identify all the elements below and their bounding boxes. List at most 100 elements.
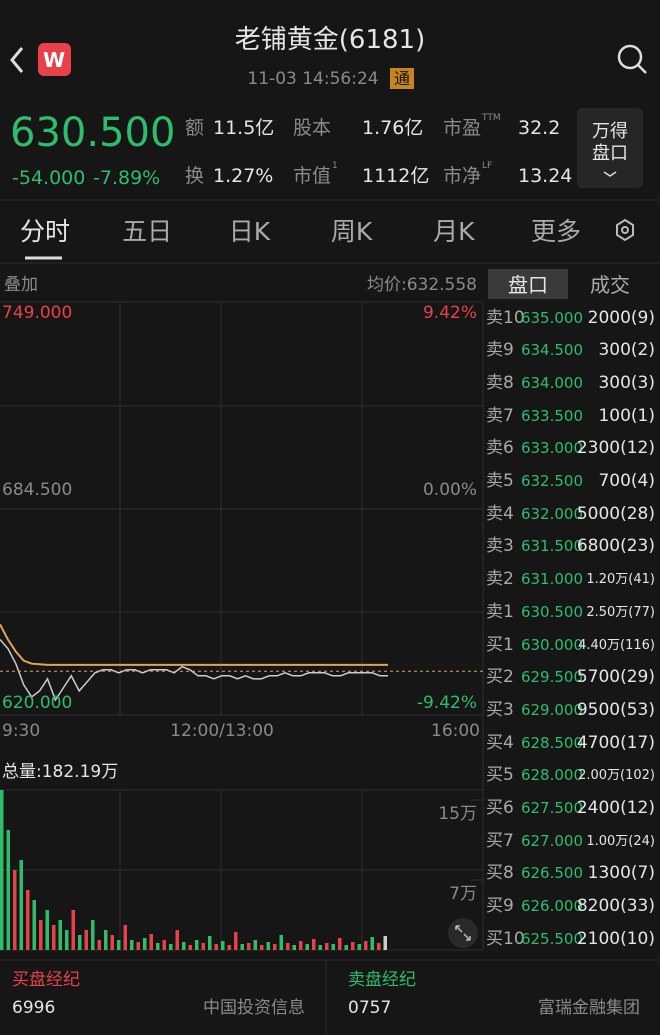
ob-volume: 1.00万(24) — [586, 833, 655, 849]
volume-bar — [312, 939, 316, 950]
volume-bar — [305, 944, 309, 950]
ob-price: 628.000 — [520, 766, 583, 785]
ob-price: 630.000 — [520, 635, 583, 654]
broker-name: 富瑞金融集团 — [538, 997, 640, 1018]
settings-icon[interactable] — [616, 218, 634, 242]
ob-label: 买7 — [486, 830, 514, 851]
volume-bar — [117, 940, 121, 950]
volume-bar — [214, 944, 218, 950]
volume-bar — [325, 943, 329, 950]
ob-tab[interactable]: 盘口 — [508, 273, 548, 297]
volume-bar — [383, 936, 387, 950]
ob-volume: 9500(53) — [576, 699, 655, 720]
ob-label: 卖7 — [486, 405, 514, 426]
time-label: 12:00/13:00 — [170, 720, 274, 741]
ob-price: 627.500 — [520, 799, 583, 817]
ob-volume: 2100(10) — [576, 928, 655, 949]
volume-bar — [169, 944, 173, 950]
ob-volume: 1300(7) — [587, 863, 655, 884]
volume-bar — [0, 790, 4, 950]
button-text[interactable]: 盘口 — [592, 143, 628, 164]
volume-bar — [344, 945, 348, 950]
volume-bar — [234, 932, 238, 950]
volume-bar — [91, 920, 95, 950]
volume-bar — [364, 941, 368, 950]
ob-label: 卖4 — [486, 503, 514, 524]
settings-icon-dot — [621, 226, 629, 234]
ob-volume: 300(2) — [598, 340, 655, 361]
volume-bar — [26, 890, 30, 950]
ob-volume: 5000(28) — [576, 503, 655, 524]
ob-label: 卖5 — [486, 471, 514, 491]
volume-bar — [97, 940, 101, 950]
tab[interactable]: 周K — [330, 216, 373, 246]
volume-bar — [201, 943, 205, 950]
back-icon[interactable] — [10, 47, 24, 73]
ob-label: 买4 — [486, 732, 514, 753]
ob-price: 629.000 — [520, 700, 583, 719]
ob-price: 625.500 — [520, 929, 583, 948]
time-label: 16:00 — [431, 720, 480, 741]
volume-bar — [240, 944, 244, 950]
stat-value: 32.2 — [518, 116, 561, 139]
volume-bar — [32, 900, 36, 950]
volume-bar — [260, 945, 264, 950]
stat-value: 1.27% — [213, 164, 274, 187]
ob-tab-bg — [488, 269, 568, 299]
volume-bar — [370, 937, 374, 950]
overlay[interactable]: 叠加 — [4, 274, 38, 295]
vol-tick-label: 15万 — [438, 803, 477, 824]
volume-bar — [221, 941, 225, 950]
stat-label: 市盈 — [443, 116, 482, 139]
ob-label: 卖6 — [486, 438, 514, 459]
volume-bar — [45, 910, 49, 950]
tab[interactable]: 日K — [228, 216, 271, 246]
price: 630.500 — [10, 110, 176, 156]
expand-icon[interactable] — [448, 918, 478, 948]
time: 11-03 14:56:24 — [247, 68, 379, 89]
volume-bar — [84, 930, 88, 950]
volume-bar — [123, 925, 127, 950]
volume-bar — [338, 938, 342, 950]
ob-volume: 6800(23) — [576, 536, 655, 557]
ob-price: 629.500 — [520, 668, 583, 687]
volume-bar — [182, 942, 186, 950]
button-text[interactable]: 万得 — [592, 121, 628, 142]
volume-bar — [357, 944, 361, 950]
chevron — [603, 171, 617, 177]
volume-bar — [58, 920, 62, 950]
tab[interactable]: 五日 — [122, 216, 173, 246]
button-bg[interactable] — [577, 108, 643, 188]
volume-bar — [110, 935, 114, 950]
tab[interactable]: 分时 — [19, 216, 71, 246]
ob-label: 买2 — [486, 667, 514, 688]
stat-value: 1112亿 — [362, 164, 430, 187]
stat-label: 额 — [185, 116, 205, 139]
volume-bar — [104, 930, 108, 950]
ob-volume: 2400(12) — [576, 798, 655, 818]
ob-volume: 2.50万(77) — [586, 604, 655, 620]
ob-price: 633.000 — [520, 439, 583, 458]
ob-volume: 700(4) — [598, 471, 655, 491]
ob-volume: 2300(12) — [576, 438, 655, 459]
volume-bar — [156, 943, 160, 950]
volume-bar — [318, 945, 322, 950]
broker-name: 中国投资信息 — [203, 997, 305, 1018]
stat-value: 1.76亿 — [362, 116, 424, 139]
tab[interactable]: 月K — [433, 216, 475, 246]
ob-price: 633.500 — [520, 406, 583, 425]
ob-price: 628.500 — [520, 733, 583, 752]
ob-price: 626.500 — [520, 864, 583, 883]
broker-code: 0757 — [348, 997, 392, 1018]
stat-label: 换 — [185, 164, 205, 187]
tab[interactable]: 更多 — [530, 216, 582, 246]
stat-value: 11.5亿 — [213, 116, 275, 139]
badge-bg — [390, 68, 414, 89]
broker-code: 6996 — [12, 997, 56, 1018]
volume-bar — [279, 935, 283, 950]
price-axis-label: 684.500 — [2, 479, 73, 500]
search-icon[interactable] — [617, 44, 643, 70]
logo — [38, 43, 71, 76]
ob-tab[interactable]: 成交 — [590, 273, 630, 297]
volume-bar — [247, 943, 251, 950]
